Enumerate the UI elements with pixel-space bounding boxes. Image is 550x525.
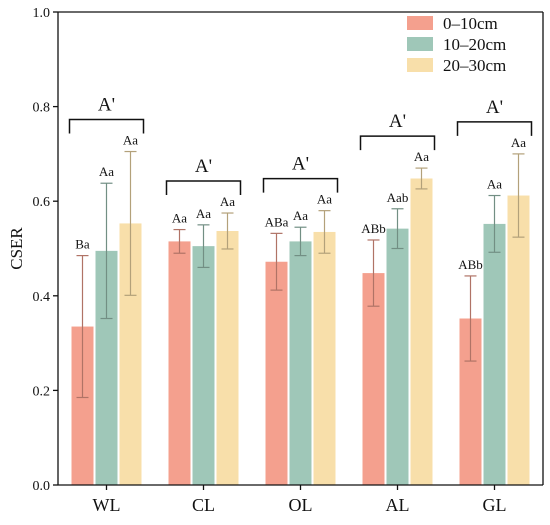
significance-letter: Aa [196,206,211,221]
plot-area: Ba Aa Aa A' Aa Aa Aa A' ABa Aa Aa A' ABb Aab Aa A' ABb Aa… [68,95,533,486]
bar [362,273,385,485]
legend-swatch [407,58,433,72]
legend-label: 20–30cm [443,56,506,75]
significance-letter: ABb [458,257,483,272]
bar [71,326,94,485]
axes: WL CL OL AL GL 0.0 0.2 0.4 0.6 0.8 1.0 [33,6,544,515]
legend: 0–10cm 10–20cm 20–30cm [407,14,506,75]
y-tick-label: 0.6 [33,195,51,210]
group-bracket [359,135,436,151]
x-tick-label: WL [93,495,121,515]
x-tick-label: GL [483,495,507,515]
legend-swatch [407,37,433,51]
y-tick-label: 0.2 [33,384,51,399]
group-bracket [68,118,145,134]
bar [95,250,118,485]
legend-swatch [407,16,433,30]
x-tick-label: AL [386,495,410,515]
legend-label: 10–20cm [443,35,506,54]
bar [483,223,506,486]
y-axis-label: CSER [7,227,26,270]
group-bracket [456,121,533,136]
x-tick-label: CL [192,495,215,515]
group-letter: A' [389,111,406,132]
significance-letter: ABa [265,214,289,229]
group-letter: A' [292,154,309,175]
significance-letter: Aa [487,177,502,192]
significance-letter: Aa [172,211,187,226]
y-tick-label: 0.4 [33,290,51,305]
significance-letter: Aa [123,133,138,148]
significance-letter: Aa [414,149,429,164]
significance-letter: Aa [293,208,308,223]
y-tick-label: 1.0 [33,6,51,21]
significance-letter: Aa [99,164,114,179]
bar [313,231,336,485]
bar [459,318,482,485]
bar [119,223,142,485]
bar [410,178,433,485]
group-bracket [165,180,242,196]
significance-letter: Aab [387,190,409,205]
significance-letter: ABb [361,221,386,236]
x-tick-label: OL [289,495,313,515]
group-letter: A' [98,95,115,116]
legend-label: 0–10cm [443,14,498,33]
significance-letter: Aa [220,194,235,209]
y-tick-label: 0.0 [33,479,51,494]
y-tick-label: 0.8 [33,101,51,116]
group-letter: A' [195,156,212,177]
bar [265,261,288,485]
group-bracket [262,177,339,193]
bar [216,230,239,485]
group-letter: A' [486,97,503,118]
significance-letter: Aa [511,135,526,150]
bar [507,195,530,486]
bar [192,246,215,485]
significance-letter: Aa [317,192,332,207]
significance-letter: Ba [75,237,90,252]
bar [289,241,312,485]
bar [386,228,409,485]
bar [168,241,191,485]
